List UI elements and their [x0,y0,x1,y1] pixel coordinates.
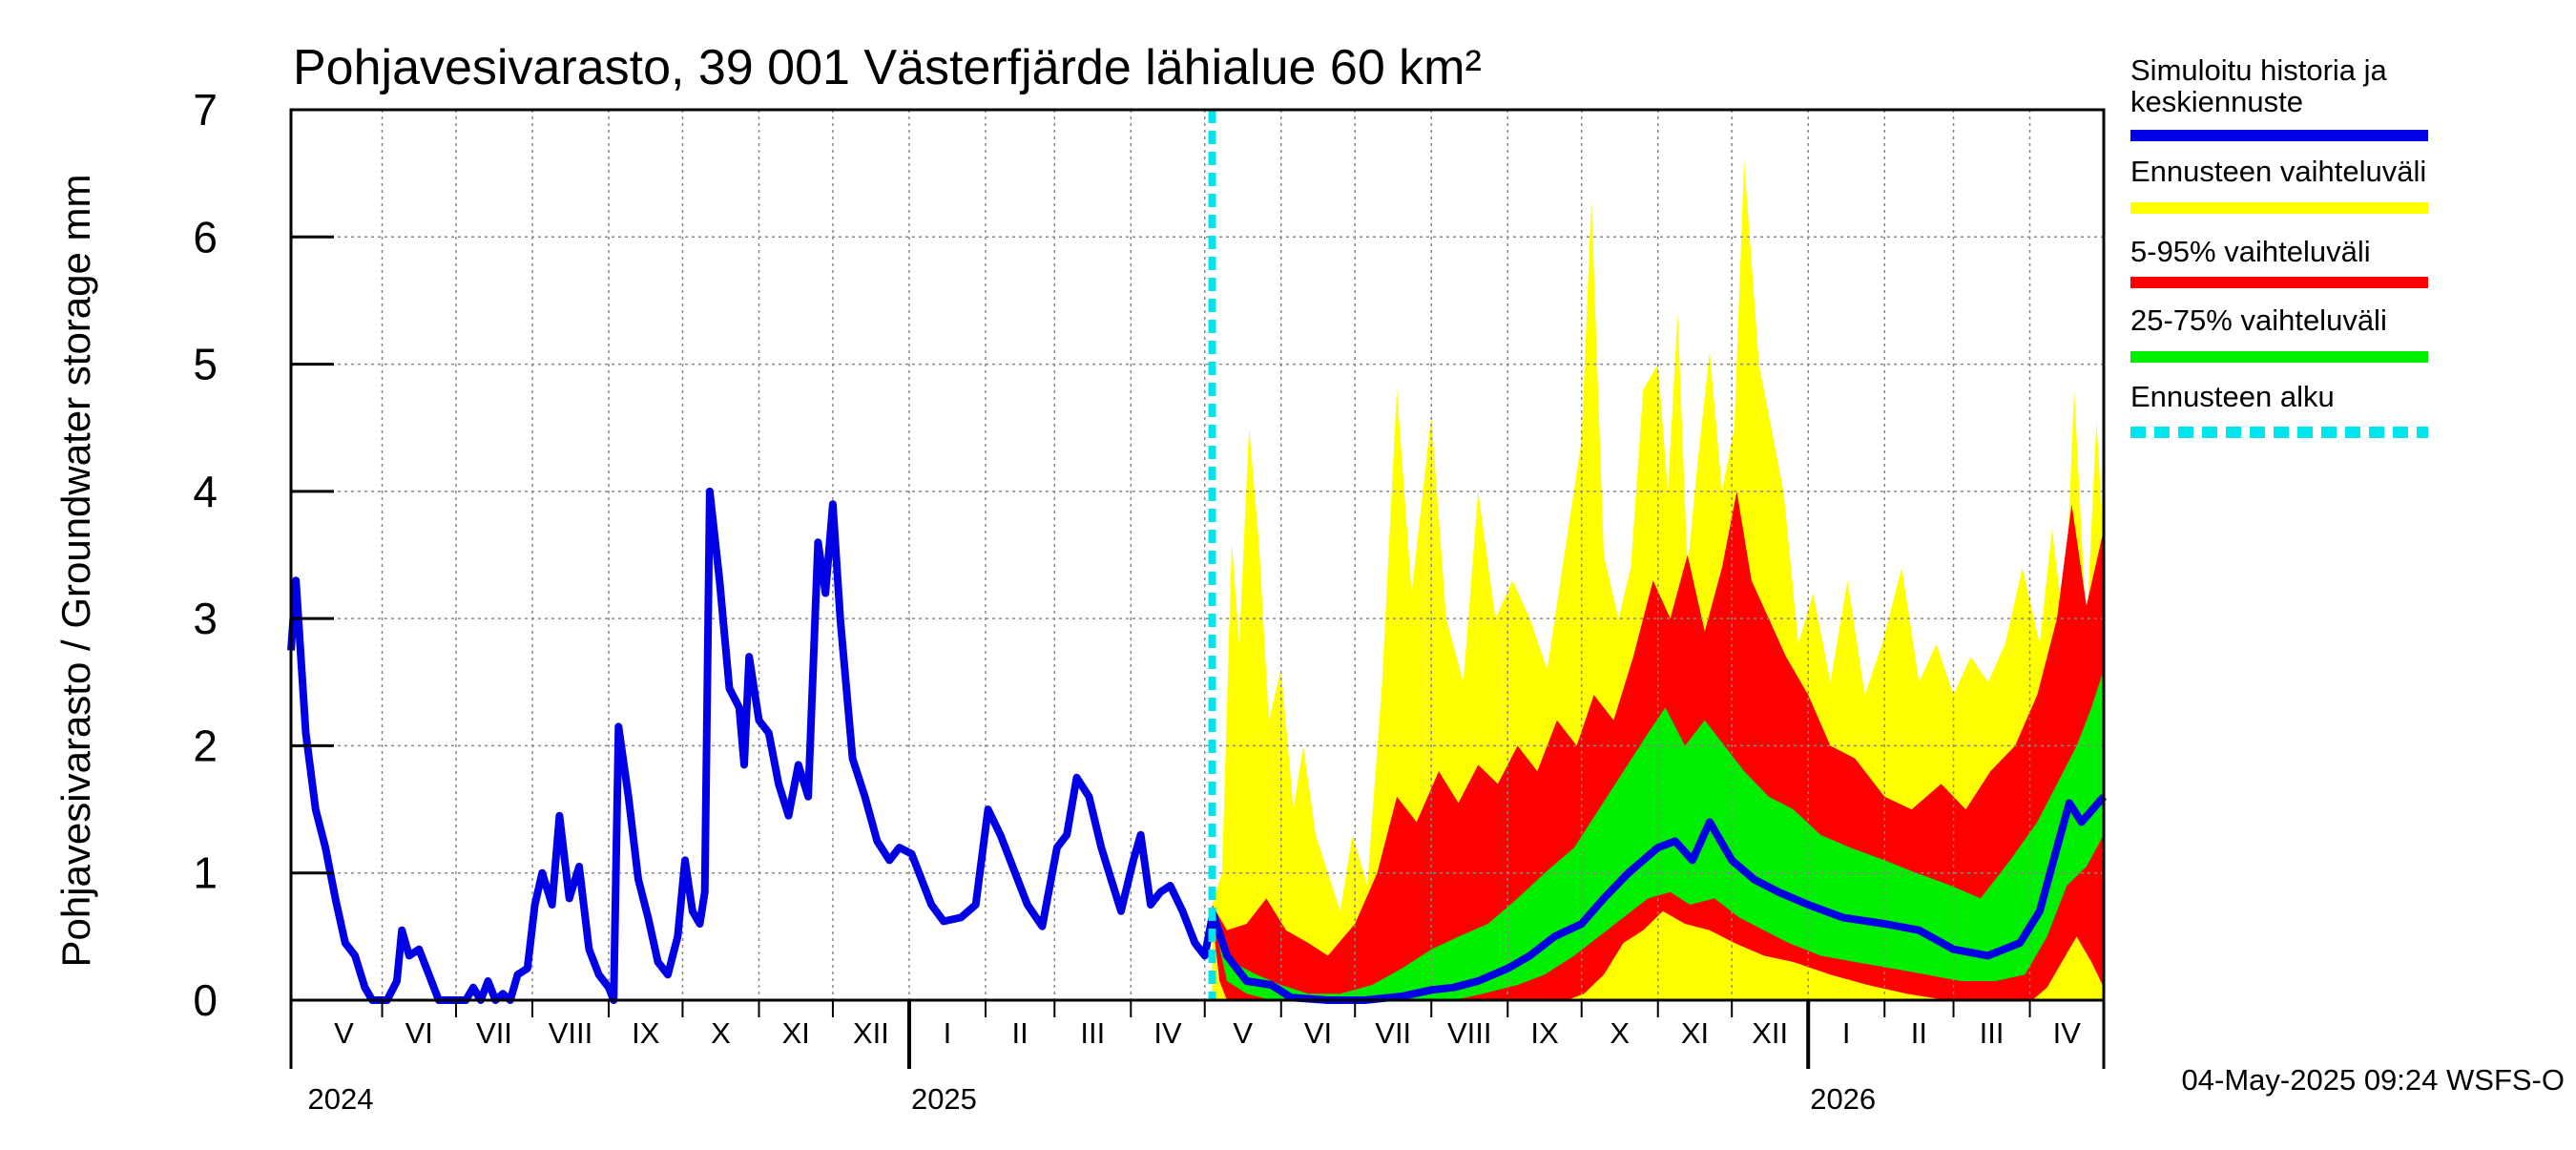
y-tick-label: 4 [193,467,218,516]
month-label: III [1980,1016,2005,1050]
y-tick-label: 2 [193,721,218,770]
month-label: VIII [549,1016,593,1050]
y-axis-label: Pohjavesivarasto / Groundwater storage m… [53,174,98,967]
band-25-75 [1212,669,2104,1000]
month-label: IV [1153,1016,1182,1050]
y-tick-label: 1 [193,848,218,898]
legend-label: 5-95% vaihteluväli [2130,235,2371,268]
month-label: VI [1304,1016,1332,1050]
month-label: X [1610,1016,1630,1050]
month-label: VII [1375,1016,1411,1050]
month-label: VI [405,1016,433,1050]
legend-label: Ennusteen vaihteluväli [2130,155,2426,188]
y-tick-label: 7 [193,85,218,135]
legend-label: Simuloitu historia ja [2130,53,2388,87]
legend-label: 25-75% vaihteluväli [2130,303,2387,337]
year-label: 2026 [1810,1082,1876,1116]
chart-title: Pohjavesivarasto, 39 001 Västerfjärde lä… [293,40,1482,95]
year-label: 2025 [911,1082,977,1116]
month-label: I [1842,1016,1851,1050]
month-label: IX [1530,1016,1559,1050]
month-label: XII [1752,1016,1788,1050]
month-label: XII [853,1016,889,1050]
month-label: XI [782,1016,810,1050]
month-label: V [334,1016,354,1050]
y-tick-label: 5 [193,340,218,389]
month-label: II [1012,1016,1028,1050]
plot-frame [289,108,2106,1002]
month-label: I [944,1016,952,1050]
y-tick-label: 0 [193,975,218,1025]
month-label: VII [476,1016,512,1050]
month-label: IX [632,1016,660,1050]
month-label: IV [2053,1016,2082,1050]
y-tick-label: 6 [193,212,218,261]
month-label: XI [1681,1016,1709,1050]
month-label: VIII [1447,1016,1492,1050]
legend-label: Ennusteen alku [2130,380,2335,413]
month-label: V [1233,1016,1253,1050]
month-label: X [711,1016,731,1050]
month-label: III [1080,1016,1105,1050]
month-label: II [1911,1016,1927,1050]
y-tick-label: 3 [193,594,218,643]
footer-timestamp: 04-May-2025 09:24 WSFS-O [2182,1063,2565,1097]
legend-label: keskiennuste [2130,85,2303,118]
history-line [287,487,1216,1004]
year-label: 2024 [307,1082,373,1116]
